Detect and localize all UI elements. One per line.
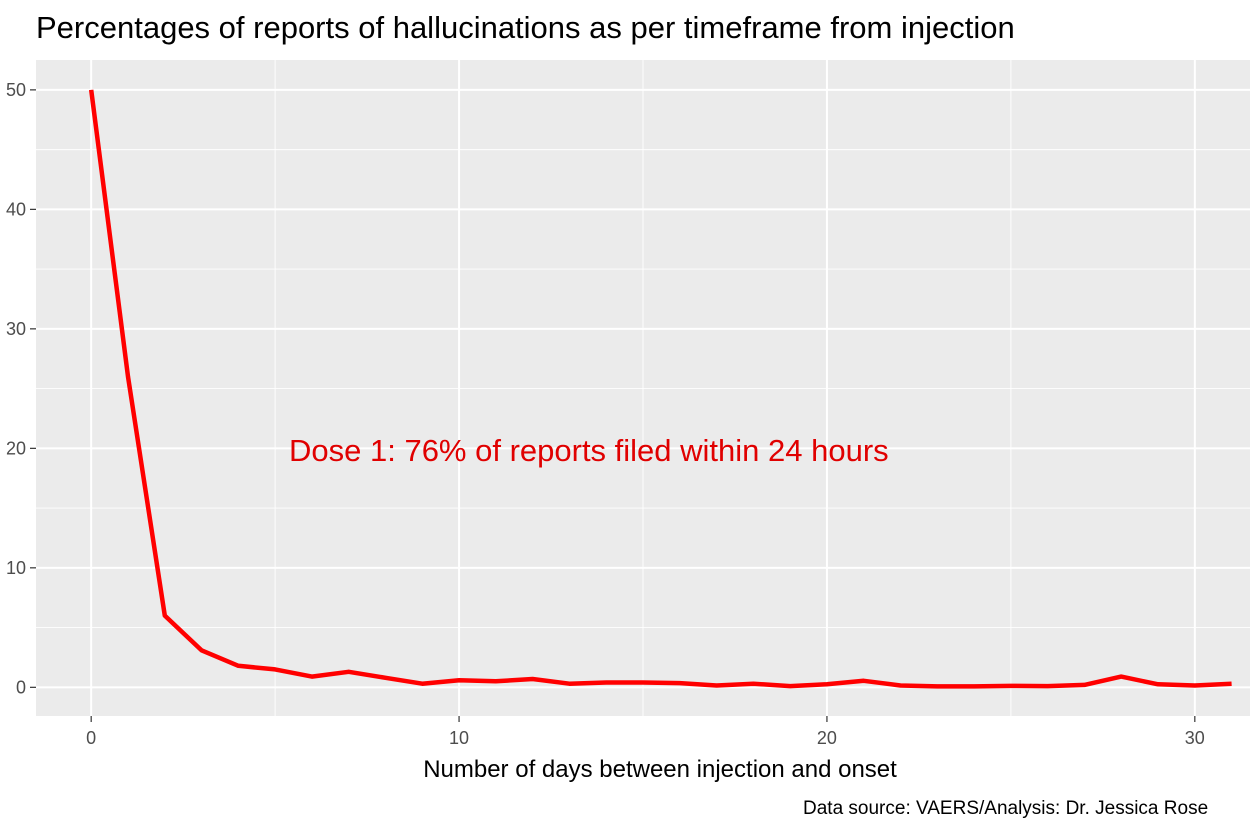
x-tick-label: 20 (817, 728, 837, 748)
y-tick-label: 30 (6, 319, 26, 339)
y-tick-label: 10 (6, 558, 26, 578)
x-tick-label: 30 (1185, 728, 1205, 748)
y-tick-label: 0 (16, 677, 26, 697)
chart-annotation: Dose 1: 76% of reports filed within 24 h… (289, 433, 889, 468)
chart-title: Percentages of reports of hallucinations… (36, 10, 1015, 45)
y-tick-label: 50 (6, 80, 26, 100)
axis-ticks: 0 10 20 30 0 10 20 30 40 50 (6, 80, 1205, 748)
gridlines (36, 60, 1250, 716)
y-tick-label: 40 (6, 199, 26, 219)
y-tick-label: 20 (6, 438, 26, 458)
x-tick-label: 0 (86, 728, 96, 748)
series-group (88, 89, 1232, 689)
series-line (88, 89, 1232, 689)
chart-caption: Data source: VAERS/Analysis: Dr. Jessica… (803, 798, 1208, 819)
x-tick-label: 10 (449, 728, 469, 748)
x-axis-title: Number of days between injection and ons… (423, 756, 897, 783)
